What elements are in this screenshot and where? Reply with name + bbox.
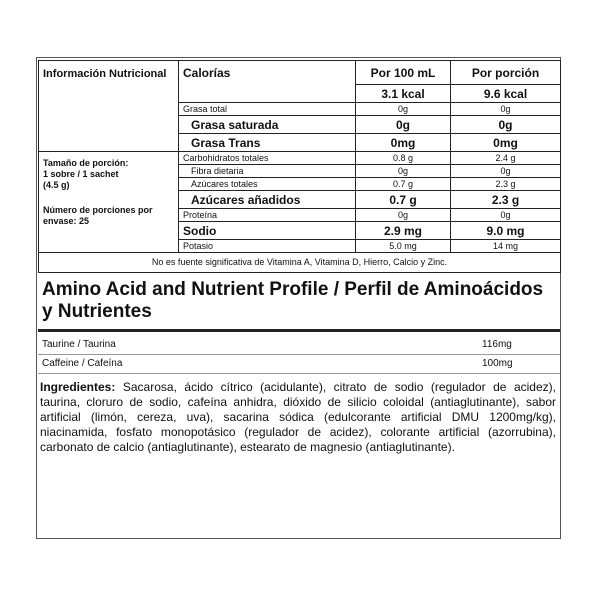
nutrient-row: Potasio 5.0 mg 14 mg (39, 239, 561, 253)
ingredients-label: Ingredientes: (40, 380, 116, 394)
nutrient-value: 5.0 mg (355, 239, 451, 253)
nutrient-value: 0mg (450, 133, 561, 152)
nutrient-value: 0g (355, 102, 451, 116)
nutrient-value: 0g (355, 115, 451, 134)
nutrient-name: Carbohidratos totales (178, 151, 356, 165)
nutrient-value: 0g (450, 208, 561, 222)
column-header: Por porción (450, 60, 561, 85)
nutrient-name: Azúcares totales (178, 177, 356, 191)
serving-info: Tamaño de porción: 1 sobre / 1 sachet (4.5… (38, 151, 179, 253)
amino-amount: 116mg (482, 339, 512, 350)
nutrient-value: 0.7 g (355, 190, 451, 209)
nutrient-name: Grasa saturada (178, 115, 356, 134)
nutrient-value: 14 mg (450, 239, 561, 253)
nutrient-value: 0g (355, 164, 451, 178)
nutrient-value: 0.7 g (355, 177, 451, 191)
nutrient-value: 0g (450, 164, 561, 178)
nutrient-row: Grasa total 0g 0g (39, 102, 561, 116)
serving-size-line: 1 sobre / 1 sachet (43, 169, 119, 179)
nutrient-value: 2.3 g (450, 190, 561, 209)
serving-size-line: (4.5 g) (43, 180, 70, 190)
nutrient-name: Grasa total (178, 102, 356, 116)
calories-value: 3.1 kcal (355, 84, 451, 103)
ingredients: Ingredientes: Sacarosa, ácido cítrico (a… (40, 380, 556, 455)
calories-label: Calorías (178, 60, 356, 103)
nutrient-name: Azúcares añadidos (178, 190, 356, 209)
nutrient-row: Azúcares añadidos 0.7 g 2.3 g (39, 190, 561, 209)
nutrient-value: 0g (355, 208, 451, 222)
amino-amount: 100mg (482, 358, 513, 369)
ingredients-text: Sacarosa, ácido cítrico (acidulante), ci… (40, 380, 556, 454)
nutrient-value: 0g (450, 102, 561, 116)
amino-profile: Amino Acid and Nutrient Profile / Perfil… (38, 275, 560, 374)
nutrient-name: Proteína (178, 208, 356, 222)
nutrient-value: 2.4 g (450, 151, 561, 165)
servings: Número de porciones por envase: 25 (43, 205, 153, 226)
nutrient-row: Tamaño de porción: 1 sobre / 1 sachet (4.5… (38, 151, 561, 253)
nutrient-value: 9.0 mg (450, 221, 561, 240)
amino-row: Caffeine / Cafeína 100mg (38, 355, 560, 374)
amino-name: Caffeine / Cafeína (42, 358, 123, 369)
header-row: Información Nutricional Calorías Por 100 m… (38, 60, 561, 152)
nutrient-value: 2.9 mg (355, 221, 451, 240)
nutrition-heading: Información Nutricional (38, 60, 179, 152)
nutrient-name: Grasa Trans (178, 133, 356, 152)
nutrition-table: Información Nutricional Calorías Por 100 m… (38, 60, 561, 273)
footnote-row: No es fuente significativa de Vitamina A… (38, 252, 561, 273)
serving-size-line: Tamaño de porción: (43, 158, 129, 168)
label-frame (36, 57, 561, 539)
calories-row: 3.1 kcal 9.6 kcal (39, 84, 561, 103)
amino-name: Taurine / Taurina (42, 339, 116, 350)
nutrient-value: 0.8 g (355, 151, 451, 165)
nutrient-value: 2.3 g (450, 177, 561, 191)
footnote: No es fuente significativa de Vitamina A… (38, 252, 561, 273)
nutrient-name: Sodio (178, 221, 356, 240)
nutrient-value: 0mg (355, 133, 451, 152)
calories-value: 9.6 kcal (450, 84, 561, 103)
nutrient-value: 0g (450, 115, 561, 134)
amino-row: Taurine / Taurina 116mg (38, 336, 560, 355)
nutrient-name: Potasio (178, 239, 356, 253)
serving-size: Tamaño de porción: 1 sobre / 1 sachet (4.5… (43, 158, 174, 191)
amino-title: Amino Acid and Nutrient Profile / Perfil… (38, 275, 560, 332)
column-header: Por 100 mL (355, 60, 451, 85)
nutrient-name: Fibra dietaria (178, 164, 356, 178)
